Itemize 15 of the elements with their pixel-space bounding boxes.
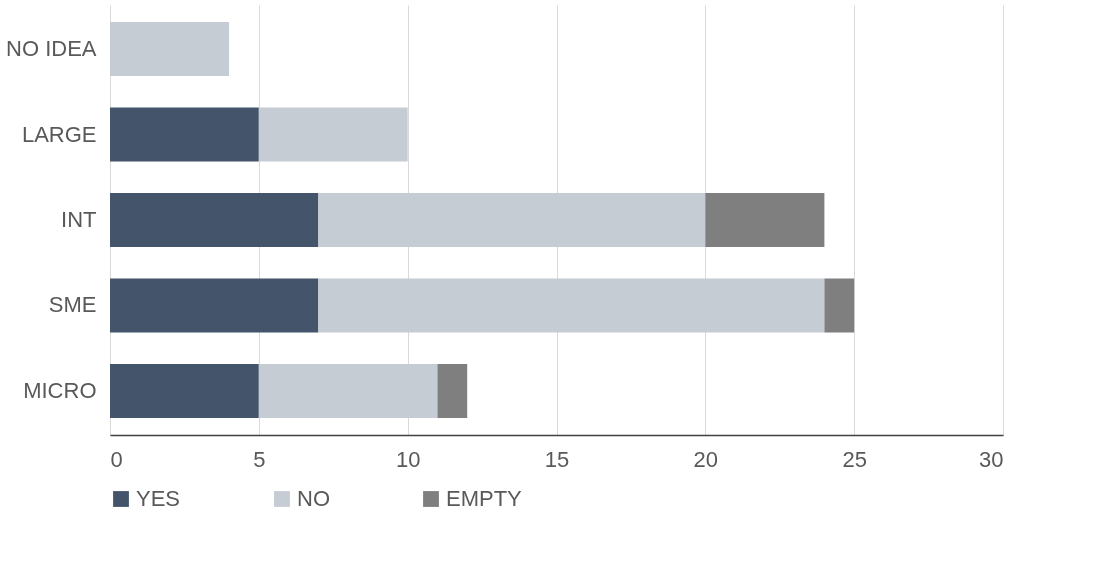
x-tick-label: 5 bbox=[253, 446, 266, 472]
y-tick-label: NO IDEA bbox=[6, 36, 97, 62]
y-tick-label: LARGE bbox=[21, 121, 97, 147]
x-tick-label: 10 bbox=[395, 446, 421, 472]
legend-label: EMPTY bbox=[446, 486, 523, 511]
x-tick-label: 25 bbox=[842, 446, 867, 472]
legend-label: NO bbox=[297, 486, 330, 511]
x-tick-label: 30 bbox=[979, 446, 1004, 472]
x-tick-label: 15 bbox=[544, 446, 570, 472]
y-tick-label: INT bbox=[61, 207, 97, 232]
x-tick-label: 20 bbox=[693, 446, 719, 472]
y-tick-label: MICRO bbox=[23, 377, 97, 403]
legend-label: YES bbox=[136, 486, 181, 511]
x-tick-label: 0 bbox=[110, 446, 123, 472]
y-tick-label: SME bbox=[48, 292, 97, 318]
